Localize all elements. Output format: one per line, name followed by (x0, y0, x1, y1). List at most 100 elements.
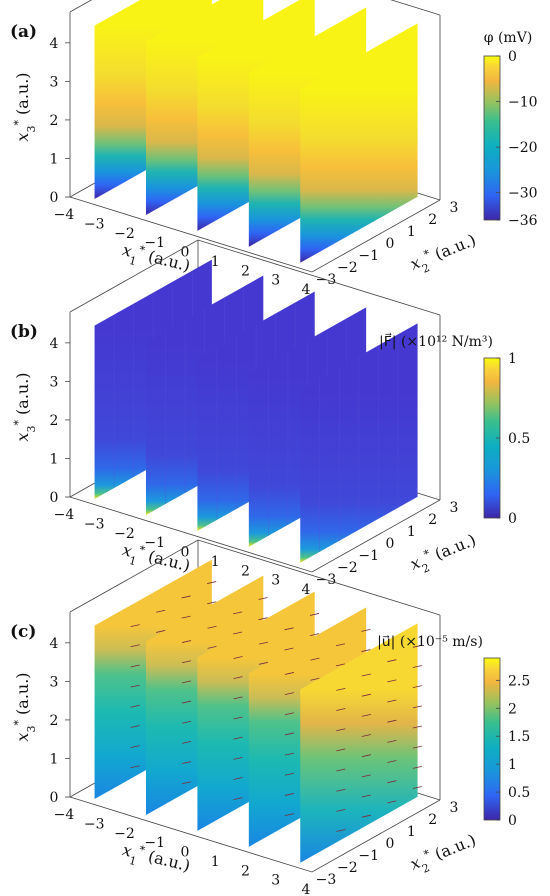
x1-tick-label: −3 (84, 216, 105, 232)
velocity-arrow (284, 627, 294, 631)
velocity-arrow (361, 734, 371, 737)
velocity-arrow (412, 745, 422, 749)
x2-axis-label: x2* (a.u.) (407, 529, 481, 579)
x1-tick-label: −2 (114, 826, 135, 842)
velocity-arrow (130, 644, 140, 648)
x1-tick-label: 1 (211, 854, 220, 870)
colorbar-tick-label: 2.5 (508, 673, 530, 689)
velocity-arrow (181, 660, 192, 664)
velocity-arrow (387, 719, 397, 723)
velocity-arrow (284, 647, 294, 651)
velocity-arrow (284, 752, 295, 756)
colorbar-title: φ (mV) (484, 30, 533, 46)
panel-label: (b) (10, 322, 38, 342)
base-front-edges (69, 796, 441, 873)
base-front-edges (69, 496, 441, 573)
x1-tick-label: −3 (84, 816, 105, 832)
velocity-arrow (387, 780, 397, 784)
colorbar (483, 657, 501, 821)
colorbar-tick-label: 0.5 (508, 785, 530, 801)
x3-tick-label: 4 (50, 336, 59, 352)
x3-tick-label: 4 (50, 36, 59, 52)
velocity-arrow (181, 595, 191, 599)
colorbar-title: |F⃗| (×10¹² N/m³) (379, 332, 493, 350)
colorbar-tick-label: 2 (508, 701, 517, 717)
velocity-arrow (336, 829, 346, 832)
x1-tick-label: 4 (302, 282, 311, 298)
velocity-arrow (181, 720, 192, 724)
velocity-arrow (181, 781, 192, 785)
velocity-arrow (412, 685, 422, 689)
velocity-arrow (361, 673, 371, 677)
velocity-arrow (181, 640, 192, 643)
x2-tick-label: −2 (337, 560, 358, 576)
velocity-arrow (335, 643, 346, 647)
x3-tick-label: 2 (50, 113, 59, 129)
velocity-arrow (130, 725, 140, 728)
velocity-arrow (130, 684, 140, 688)
velocity-arrow (361, 628, 371, 632)
velocity-arrow (361, 713, 371, 717)
top-back-edges (69, 539, 441, 616)
velocity-arrow (130, 624, 140, 628)
x1-tick-label: 0 (181, 845, 190, 861)
x2-tick-label: 1 (407, 224, 416, 240)
velocity-arrow (233, 777, 243, 780)
velocity-arrow (156, 630, 166, 633)
velocity-arrow (412, 665, 422, 668)
x2-tick-label: −1 (358, 848, 379, 864)
velocity-arrow (233, 656, 243, 659)
velocity-arrow (284, 712, 295, 716)
x1-tick-label: 2 (241, 563, 250, 579)
velocity-arrow (232, 611, 243, 615)
velocity-arrow (181, 680, 192, 684)
panel-label: (a) (10, 22, 37, 42)
x1-tick-label: 4 (302, 882, 311, 896)
x3-tick-label: 1 (50, 151, 59, 167)
velocity-arrow (207, 581, 217, 584)
velocity-arrow (207, 645, 217, 649)
panel-label: (c) (10, 622, 36, 642)
velocity-arrow (335, 663, 346, 667)
velocity-arrow (412, 725, 422, 729)
velocity-arrow (130, 745, 140, 749)
velocity-arrow (412, 644, 422, 648)
velocity-arrow (309, 633, 320, 637)
velocity-arrow (130, 704, 140, 708)
x2-tick-label: 0 (386, 836, 395, 852)
x1-tick-label: −1 (144, 235, 165, 251)
x3-axis-label: x3* (a.u.) (12, 72, 38, 141)
slices (94, 259, 418, 563)
velocity-arrow (181, 761, 192, 764)
colorbar-tick-label: −36 (508, 213, 538, 229)
velocity-arrow (284, 793, 295, 796)
x2-tick-label: 2 (428, 812, 437, 828)
x1-tick-label: 0 (181, 545, 190, 561)
velocity-arrow (258, 641, 269, 645)
x1-tick-label: −2 (114, 526, 135, 542)
x2-tick-label: 2 (428, 512, 437, 528)
x3-tick-label: 4 (50, 636, 59, 652)
colorbar-tick-label: −10 (508, 95, 538, 111)
x1-tick-label: 2 (241, 263, 250, 279)
velocity-arrow (284, 692, 295, 695)
x3-tick-label: 2 (50, 713, 59, 729)
velocity-arrow (336, 708, 346, 711)
velocity-arrow (387, 739, 397, 743)
velocity-arrow (361, 649, 371, 652)
x1-tick-label: 3 (271, 573, 280, 589)
x2-tick-label: −2 (337, 260, 358, 276)
x2-axis-label: x2* (a.u.) (407, 829, 481, 879)
colorbar-tick-label: 0 (508, 813, 517, 829)
velocity-arrow (412, 765, 422, 769)
x2-tick-label: 3 (450, 200, 459, 216)
x1-tick-label: −4 (54, 807, 75, 823)
colorbar-tick-label: 1 (508, 757, 517, 773)
velocity-arrow (207, 625, 217, 629)
top-back-edges (69, 239, 441, 316)
velocity-arrow (233, 716, 243, 720)
